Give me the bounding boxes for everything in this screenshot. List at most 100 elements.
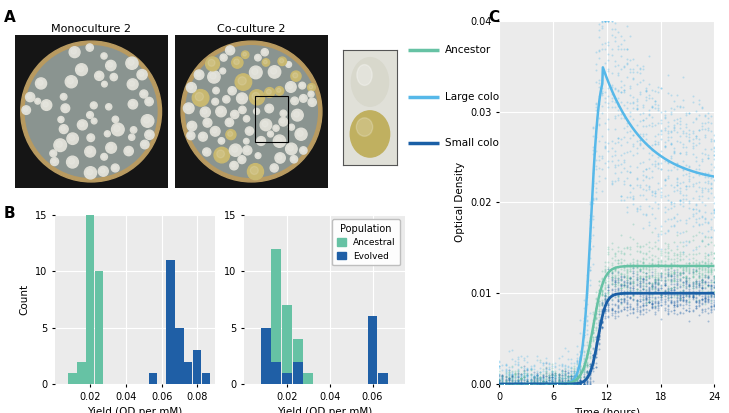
Point [640, 136, 652, 142]
Circle shape [114, 126, 120, 132]
Point [556, 377, 568, 384]
Point [699, 273, 711, 280]
Point [534, 381, 546, 387]
Point [534, 375, 546, 382]
Point [677, 97, 689, 103]
Point [625, 274, 636, 280]
Point [556, 375, 568, 381]
Point [665, 285, 677, 292]
Point [606, 305, 617, 312]
Point [506, 356, 518, 363]
Point [640, 295, 652, 301]
Point [659, 282, 671, 288]
Point [690, 132, 701, 139]
Point [690, 278, 701, 285]
Point [496, 381, 508, 387]
Point [569, 378, 580, 385]
Point [596, 46, 608, 52]
Point [572, 376, 583, 383]
Point [596, 287, 608, 294]
Point [690, 299, 701, 306]
Circle shape [220, 54, 227, 61]
Point [687, 274, 698, 280]
Point [518, 363, 530, 370]
Point [643, 218, 655, 225]
Point [655, 302, 667, 309]
Point [650, 98, 661, 104]
Point [599, 313, 611, 320]
Point [662, 293, 674, 300]
Point [674, 276, 686, 282]
Point [500, 370, 512, 377]
Point [659, 306, 671, 313]
Point [543, 381, 555, 387]
Point [702, 170, 714, 176]
Point [596, 90, 608, 96]
Point [515, 381, 527, 387]
Point [543, 381, 555, 387]
Point [637, 66, 649, 73]
Point [684, 270, 695, 277]
Point [646, 281, 658, 288]
Point [612, 263, 623, 270]
Point [512, 358, 524, 365]
Circle shape [238, 156, 246, 164]
Point [512, 381, 524, 387]
Point [702, 241, 714, 248]
Point [709, 137, 720, 143]
Point [693, 264, 705, 271]
Circle shape [101, 81, 107, 87]
Point [637, 302, 649, 309]
Point [662, 241, 674, 247]
Point [562, 370, 574, 376]
Point [531, 381, 542, 387]
Point [681, 278, 693, 284]
Point [665, 300, 677, 306]
Point [615, 299, 627, 306]
Point [572, 360, 583, 367]
Point [609, 164, 620, 170]
Point [503, 380, 515, 386]
Point [665, 247, 677, 254]
Point [693, 300, 705, 307]
Point [625, 294, 636, 301]
Point [606, 138, 617, 145]
Point [534, 381, 546, 387]
Point [706, 307, 717, 313]
Point [655, 296, 667, 303]
Point [625, 69, 636, 75]
Point [615, 141, 627, 148]
Point [618, 297, 630, 304]
Point [496, 381, 508, 387]
Point [665, 308, 677, 314]
Bar [193, 350, 201, 384]
Point [521, 380, 533, 386]
Circle shape [252, 93, 260, 100]
Point [681, 112, 693, 118]
Point [494, 381, 505, 387]
Point [553, 381, 564, 387]
Point [655, 257, 667, 264]
Point [668, 284, 679, 291]
Circle shape [289, 125, 292, 128]
Point [599, 17, 611, 24]
Point [637, 269, 649, 275]
Point [543, 381, 555, 387]
Point [650, 280, 661, 287]
Point [565, 378, 577, 385]
Circle shape [262, 50, 266, 54]
Point [531, 372, 542, 379]
Point [531, 381, 542, 387]
Point [537, 378, 549, 385]
Point [621, 55, 633, 62]
Point [556, 380, 568, 386]
Point [709, 207, 720, 214]
Point [500, 367, 512, 374]
Point [659, 114, 671, 121]
Point [528, 373, 539, 380]
Point [634, 303, 645, 309]
Point [677, 301, 689, 308]
Point [621, 279, 633, 285]
Circle shape [41, 100, 52, 110]
Point [577, 381, 589, 387]
